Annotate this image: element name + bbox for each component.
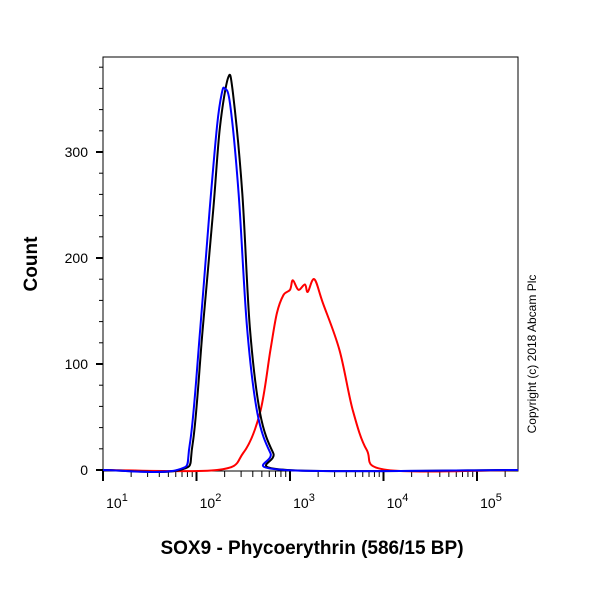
copyright-text: Copyright (c) 2018 Abcam Plc [525,275,539,434]
series-curve-1 [102,73,519,473]
x-tick-label: 105 [480,492,502,511]
y-tick-label: 0 [80,462,88,478]
x-tick-label: 103 [293,492,315,511]
axis-ticks: 101 102 103 104 105 0 100 200 300 [65,66,506,511]
y-tick-label: 300 [65,144,89,160]
x-axis-title: SOX9 - Phycoerythrin (586/15 BP) [160,538,463,559]
plot-frame [102,56,519,472]
x-tick-label: 102 [200,492,222,511]
y-axis-title: Count [21,236,42,292]
y-tick-label: 200 [65,250,89,266]
x-tick-label: 104 [387,492,409,511]
y-tick-label: 100 [65,356,89,372]
series-curves [102,73,519,473]
series-curve-2 [102,86,519,473]
series-curve-0 [102,278,519,473]
x-tick-label: 101 [106,492,128,511]
